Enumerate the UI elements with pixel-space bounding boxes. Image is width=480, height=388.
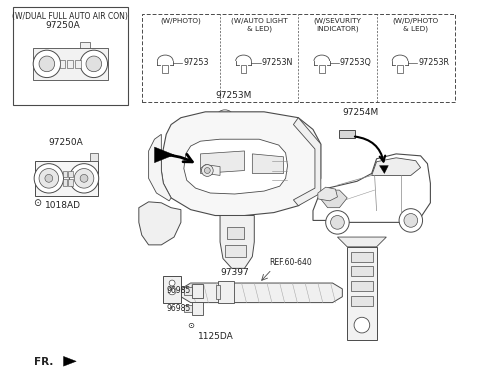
Bar xyxy=(397,65,403,73)
Polygon shape xyxy=(63,357,76,366)
Text: ⊙: ⊙ xyxy=(187,320,194,329)
Polygon shape xyxy=(90,153,98,161)
Ellipse shape xyxy=(152,218,171,232)
Circle shape xyxy=(39,168,59,188)
Polygon shape xyxy=(372,158,420,175)
Ellipse shape xyxy=(229,258,244,265)
Text: 97253N: 97253N xyxy=(262,59,293,68)
Circle shape xyxy=(70,164,99,193)
Circle shape xyxy=(169,280,175,286)
Circle shape xyxy=(331,215,344,229)
Bar xyxy=(240,65,246,73)
Bar xyxy=(184,287,192,295)
Text: (W/SEVURITY
INDICATOR): (W/SEVURITY INDICATOR) xyxy=(313,18,361,32)
Bar xyxy=(60,60,65,68)
Circle shape xyxy=(34,164,63,193)
Polygon shape xyxy=(161,112,321,215)
Polygon shape xyxy=(163,276,181,303)
Text: 96985: 96985 xyxy=(166,304,191,313)
Polygon shape xyxy=(184,139,288,194)
Bar xyxy=(62,179,67,186)
Bar xyxy=(68,170,73,177)
Circle shape xyxy=(404,213,418,227)
Bar xyxy=(351,296,372,305)
Bar xyxy=(12,7,128,105)
Polygon shape xyxy=(252,154,284,173)
Bar xyxy=(192,284,204,298)
Polygon shape xyxy=(347,247,377,340)
Text: 97253: 97253 xyxy=(183,59,209,68)
Polygon shape xyxy=(220,215,254,268)
Polygon shape xyxy=(181,283,342,303)
Bar xyxy=(184,305,192,312)
Circle shape xyxy=(45,175,53,182)
Polygon shape xyxy=(337,237,386,247)
Text: 1125DA: 1125DA xyxy=(198,333,233,341)
Bar xyxy=(227,227,244,239)
Bar xyxy=(225,245,246,256)
Bar xyxy=(192,301,204,315)
Text: 97253R: 97253R xyxy=(418,59,449,68)
Polygon shape xyxy=(149,134,171,201)
Text: ⊙: ⊙ xyxy=(33,198,41,208)
Bar xyxy=(216,285,220,299)
Circle shape xyxy=(326,211,349,234)
Polygon shape xyxy=(320,190,347,208)
Polygon shape xyxy=(339,130,355,138)
Text: 96985: 96985 xyxy=(166,286,191,295)
Circle shape xyxy=(80,175,88,182)
Polygon shape xyxy=(33,48,108,80)
Text: 97397: 97397 xyxy=(220,268,249,277)
Text: 1018AD: 1018AD xyxy=(45,201,81,210)
Bar xyxy=(351,281,372,291)
Polygon shape xyxy=(313,154,431,222)
Text: 97250A: 97250A xyxy=(49,138,84,147)
Bar xyxy=(218,281,234,303)
Text: (W/D/PHOTO
& LED): (W/D/PHOTO & LED) xyxy=(393,18,439,32)
Circle shape xyxy=(80,50,108,78)
Polygon shape xyxy=(318,187,337,201)
Text: (W/DUAL FULL AUTO AIR CON): (W/DUAL FULL AUTO AIR CON) xyxy=(12,12,128,21)
Polygon shape xyxy=(139,202,181,245)
Bar xyxy=(142,14,455,102)
Text: (W/PHOTO): (W/PHOTO) xyxy=(160,18,201,24)
Circle shape xyxy=(33,50,60,78)
Bar xyxy=(351,252,372,262)
Text: REF.60-640: REF.60-640 xyxy=(269,258,312,267)
Polygon shape xyxy=(155,147,174,163)
Circle shape xyxy=(399,209,422,232)
Circle shape xyxy=(202,165,213,177)
Text: 97250A: 97250A xyxy=(45,21,80,30)
Polygon shape xyxy=(380,166,388,173)
Circle shape xyxy=(86,56,102,72)
Bar xyxy=(62,170,67,177)
Text: 97254M: 97254M xyxy=(342,108,379,117)
Text: (W/AUTO LIGHT
& LED): (W/AUTO LIGHT & LED) xyxy=(231,18,288,32)
Polygon shape xyxy=(80,42,90,48)
Text: 97253M: 97253M xyxy=(215,91,252,100)
Circle shape xyxy=(354,317,370,333)
Polygon shape xyxy=(35,161,98,196)
Polygon shape xyxy=(201,165,220,175)
Circle shape xyxy=(168,287,176,295)
Circle shape xyxy=(74,168,94,188)
Bar xyxy=(68,179,73,186)
Circle shape xyxy=(39,56,55,72)
Text: 97253Q: 97253Q xyxy=(340,59,372,68)
Bar xyxy=(162,65,168,73)
Bar xyxy=(222,120,228,128)
Polygon shape xyxy=(201,151,244,173)
Bar xyxy=(351,267,372,276)
Text: FR.: FR. xyxy=(34,357,54,367)
Bar xyxy=(75,60,81,68)
Polygon shape xyxy=(293,118,321,206)
Bar xyxy=(319,65,325,73)
Bar xyxy=(67,60,73,68)
Circle shape xyxy=(204,168,210,173)
